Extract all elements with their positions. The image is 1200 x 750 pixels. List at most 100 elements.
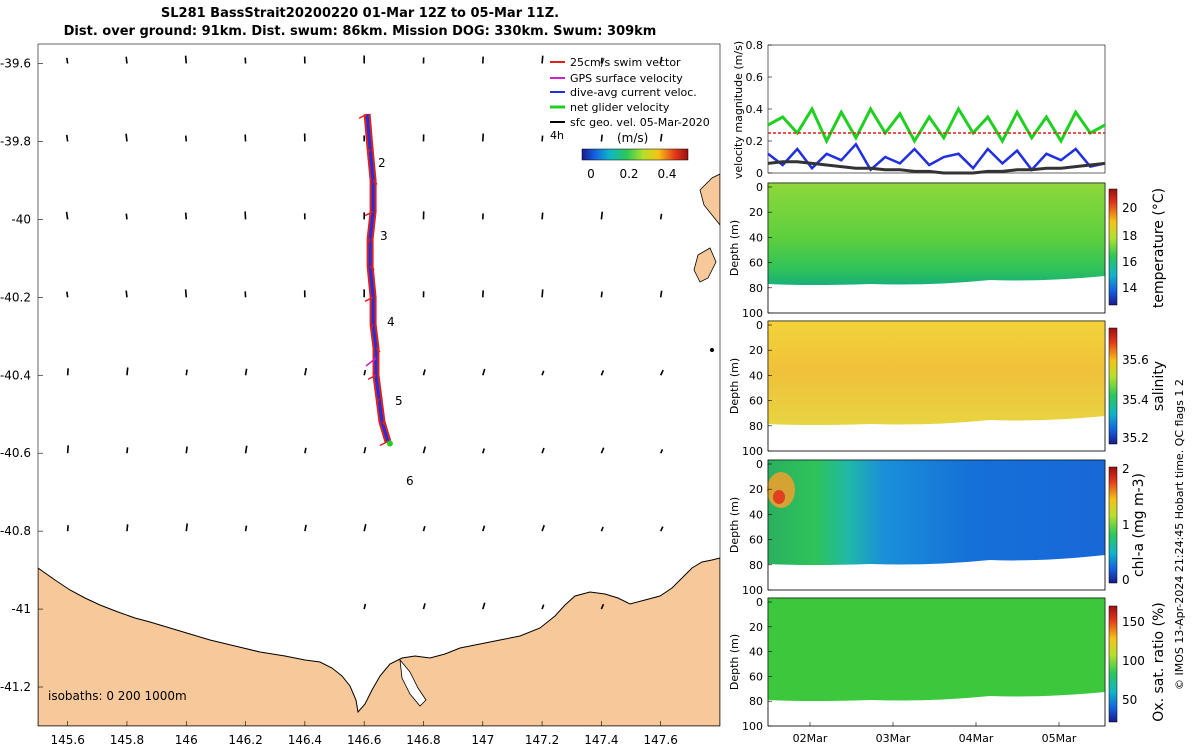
map-xtick-label: 147.4 bbox=[584, 733, 618, 747]
salinity-tick: 35.4 bbox=[1122, 393, 1149, 407]
depth-tick-label: 80 bbox=[749, 282, 763, 295]
map-ytick-label: -40.2 bbox=[0, 290, 31, 304]
oxygen-panel: 150 100 50 Ox. sat. ratio (%) bbox=[767, 597, 1167, 727]
velocity-axis-ticks: 0 0.2 0.4 0.6 0.8 bbox=[746, 39, 772, 180]
map-xtick-label: 145.8 bbox=[110, 733, 144, 747]
map-ytick-label: -39.6 bbox=[0, 56, 31, 70]
swim-vector bbox=[370, 324, 374, 329]
depth-tick-label: 80 bbox=[749, 420, 763, 433]
temperature-colorbar bbox=[1108, 188, 1118, 306]
depth-tick-label: 80 bbox=[749, 695, 763, 708]
map-xtick-label: 146 bbox=[175, 733, 198, 747]
map-xtick-label: 146.2 bbox=[228, 733, 262, 747]
quiver-arrow bbox=[659, 133, 663, 142]
quiver-arrow bbox=[600, 370, 605, 376]
velocity-series-3 bbox=[767, 142, 1106, 172]
temperature-label: temperature (°C) bbox=[1151, 188, 1167, 308]
depth-tick-label: 0 bbox=[756, 319, 763, 332]
gps-surface-vector bbox=[365, 357, 377, 367]
chla-colorbar bbox=[1108, 466, 1118, 584]
quiver-arrow bbox=[126, 524, 129, 532]
flinders-island bbox=[699, 173, 720, 226]
legend-net-label: net glider velocity bbox=[570, 101, 670, 114]
glider-track bbox=[358, 113, 393, 447]
time-axis-ticks: 02Mar 03Mar 04Mar 05Mar bbox=[793, 722, 1077, 745]
salinity-tick: 35.2 bbox=[1122, 431, 1149, 445]
depth-tick-label: 20 bbox=[749, 344, 763, 357]
depth-tick-label: 60 bbox=[749, 395, 763, 408]
quiver-arrow bbox=[541, 212, 544, 220]
quiver-arrow bbox=[482, 525, 486, 532]
legend-current-label: dive-avg current veloc. bbox=[570, 86, 697, 99]
quiver-arrow bbox=[363, 369, 367, 376]
map-xtick-label: 146.4 bbox=[288, 733, 322, 747]
quiver-arrow bbox=[65, 211, 69, 220]
chla-label: chl-a (mg m-3) bbox=[1131, 473, 1147, 577]
depth-tick-label: 20 bbox=[749, 206, 763, 219]
quiver-arrow bbox=[304, 524, 307, 532]
quiver-arrow bbox=[66, 445, 70, 454]
quiver-arrow bbox=[422, 446, 427, 454]
depth-tick-label: 60 bbox=[749, 670, 763, 683]
speed-colorbar bbox=[581, 148, 689, 161]
quiver-arrow bbox=[185, 369, 188, 376]
colorbar-tick: 0.2 bbox=[619, 167, 638, 181]
quiver-arrow bbox=[126, 367, 129, 376]
depth-axis-label: Depth (m) bbox=[728, 634, 741, 690]
swim-vector bbox=[358, 113, 368, 119]
quiver-arrow bbox=[659, 369, 664, 376]
velocity-series bbox=[767, 105, 1106, 175]
quiver-arrow bbox=[244, 525, 248, 532]
oxygen-tick: 50 bbox=[1122, 693, 1137, 707]
day-label: 6 bbox=[406, 474, 414, 488]
chla-peak bbox=[773, 490, 785, 504]
quiver-arrow bbox=[126, 447, 129, 454]
map-ytick-label: -39.8 bbox=[0, 134, 31, 148]
day-label: 4 bbox=[387, 315, 395, 329]
map-ytick-label: -40.8 bbox=[0, 524, 31, 538]
depth-tick-label: 40 bbox=[749, 508, 763, 521]
salinity-tick: 35.6 bbox=[1122, 353, 1149, 367]
glider-end-marker bbox=[386, 440, 393, 447]
map-xtick-label: 147.6 bbox=[644, 733, 678, 747]
map-xtick-label: 145.6 bbox=[50, 733, 84, 747]
scale-label: 4h bbox=[550, 129, 564, 142]
quiver-arrow bbox=[304, 447, 307, 454]
depth-tick-label: 20 bbox=[749, 483, 763, 496]
quiver-arrow bbox=[363, 603, 367, 610]
salinity-label: salinity bbox=[1151, 361, 1167, 411]
quiver-arrow bbox=[541, 447, 545, 454]
oxygen-field bbox=[768, 598, 1105, 701]
quiver-arrow bbox=[600, 526, 604, 532]
quiver-arrow bbox=[66, 291, 69, 298]
figure-title: SL281 BassStrait20200220 01-Mar 12Z to 0… bbox=[160, 6, 560, 21]
salinity-panel: 35.6 35.4 35.2 salinity bbox=[767, 320, 1167, 452]
depth-tick-label: 0 bbox=[756, 181, 763, 194]
velocity-tick-label: 0.6 bbox=[746, 71, 764, 84]
velocity-tick-label: 0 bbox=[756, 167, 763, 180]
depth-tick-label: 40 bbox=[749, 369, 763, 382]
velocity-ylabel: velocity magnitude (m/s) bbox=[732, 41, 745, 179]
quiver-arrow bbox=[422, 525, 426, 532]
chla-field bbox=[768, 460, 1105, 565]
tamar-inlet bbox=[399, 658, 427, 707]
map-ytick-label: -40 bbox=[11, 212, 31, 226]
swim-vector bbox=[364, 210, 374, 217]
isobath-label: isobaths: 0 200 1000m bbox=[48, 689, 187, 703]
depth-tick-label: 100 bbox=[742, 584, 763, 597]
depth-tick-label: 0 bbox=[756, 458, 763, 471]
swim-vector bbox=[379, 440, 389, 447]
quiver-arrow bbox=[125, 56, 128, 64]
depth-tick-label: 40 bbox=[749, 646, 763, 659]
quiver-arrow bbox=[541, 370, 545, 376]
geostrophic-vectors bbox=[65, 55, 664, 610]
quiver-arrow bbox=[184, 289, 188, 298]
quiver-arrow bbox=[541, 524, 545, 532]
quiver-arrow bbox=[541, 55, 544, 64]
quiver-arrow bbox=[600, 134, 603, 142]
legend-swim-label: 25cm/s swim vector bbox=[570, 56, 681, 69]
quiver-arrow bbox=[482, 448, 486, 454]
swim-vector bbox=[369, 265, 375, 271]
oxygen-tick: 150 bbox=[1122, 615, 1145, 629]
